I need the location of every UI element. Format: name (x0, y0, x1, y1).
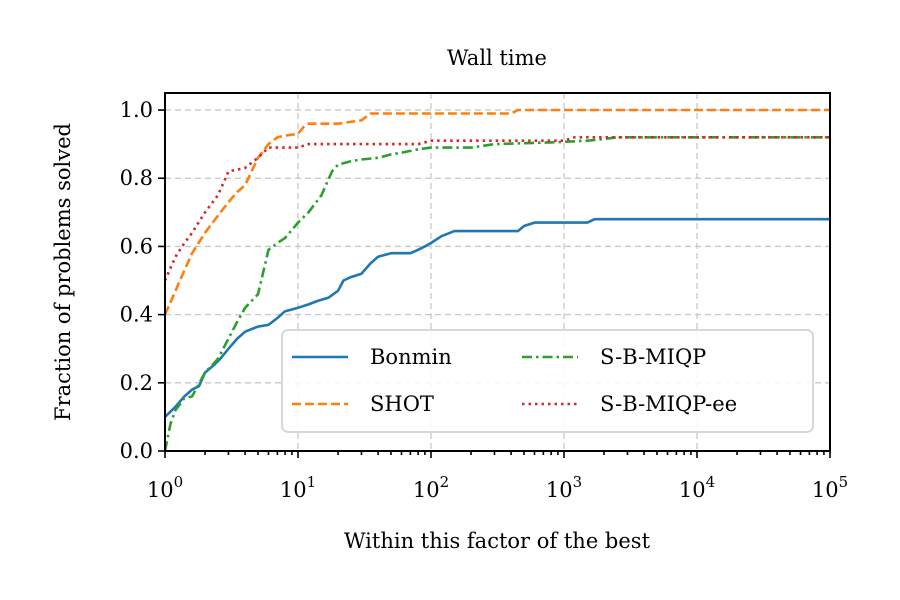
x-tick-label: 101 (280, 473, 316, 502)
x-tick-exponent: 2 (440, 473, 450, 491)
y-tick-labels: 0.0 0.2 0.4 0.6 0.8 1.0 (120, 98, 153, 463)
x-tick-exponent: 5 (839, 473, 849, 491)
x-tick-label: 103 (546, 473, 582, 502)
legend-label: S-B-MIQP-ee (600, 392, 737, 416)
x-tick-label: 102 (413, 473, 449, 502)
x-tick-exponent: 4 (706, 473, 716, 491)
chart-title: Wall time (447, 46, 547, 70)
series-line-s-b-miqp (163, 136, 830, 452)
x-tick-label: 105 (812, 473, 848, 502)
x-tick-base: 10 (280, 478, 307, 502)
y-axis-label: Fraction of problems solved (51, 123, 75, 421)
series-group (163, 108, 830, 452)
y-tick-label: 0.8 (120, 166, 153, 190)
x-tick-exponent: 1 (307, 473, 317, 491)
x-tick-label: 104 (679, 473, 715, 502)
legend: Bonmin SHOT S-B-MIQP S-B-MIQP-ee (281, 329, 814, 433)
x-tick-base: 10 (679, 478, 706, 502)
series-line-bonmin (164, 217, 830, 418)
y-tick-label: 0.4 (120, 303, 153, 327)
x-tick-labels: 100 101 102 103 104 105 (147, 473, 848, 502)
x-tick-exponent: 3 (573, 473, 583, 491)
x-axis-label: Within this factor of the best (344, 529, 651, 553)
series-line-s-b-miqp-ee (163, 136, 830, 282)
x-tick-base: 10 (546, 478, 573, 502)
plot-frame (164, 92, 831, 452)
legend-label: Bonmin (370, 345, 452, 369)
y-tick-label: 0.6 (120, 234, 153, 258)
y-tick-label: 0.0 (120, 439, 153, 463)
legend-box (281, 329, 814, 433)
x-tick-base: 10 (147, 478, 174, 502)
x-tick-base: 10 (413, 478, 440, 502)
series-line-shot (163, 108, 830, 316)
y-tick-label: 1.0 (120, 98, 153, 122)
ticks (158, 109, 831, 458)
x-tick-base: 10 (812, 478, 839, 502)
y-tick-label: 0.2 (120, 371, 153, 395)
x-tick-exponent: 0 (174, 473, 184, 491)
legend-label: SHOT (370, 392, 434, 416)
legend-label: S-B-MIQP (600, 345, 706, 369)
x-tick-label: 100 (147, 473, 183, 502)
